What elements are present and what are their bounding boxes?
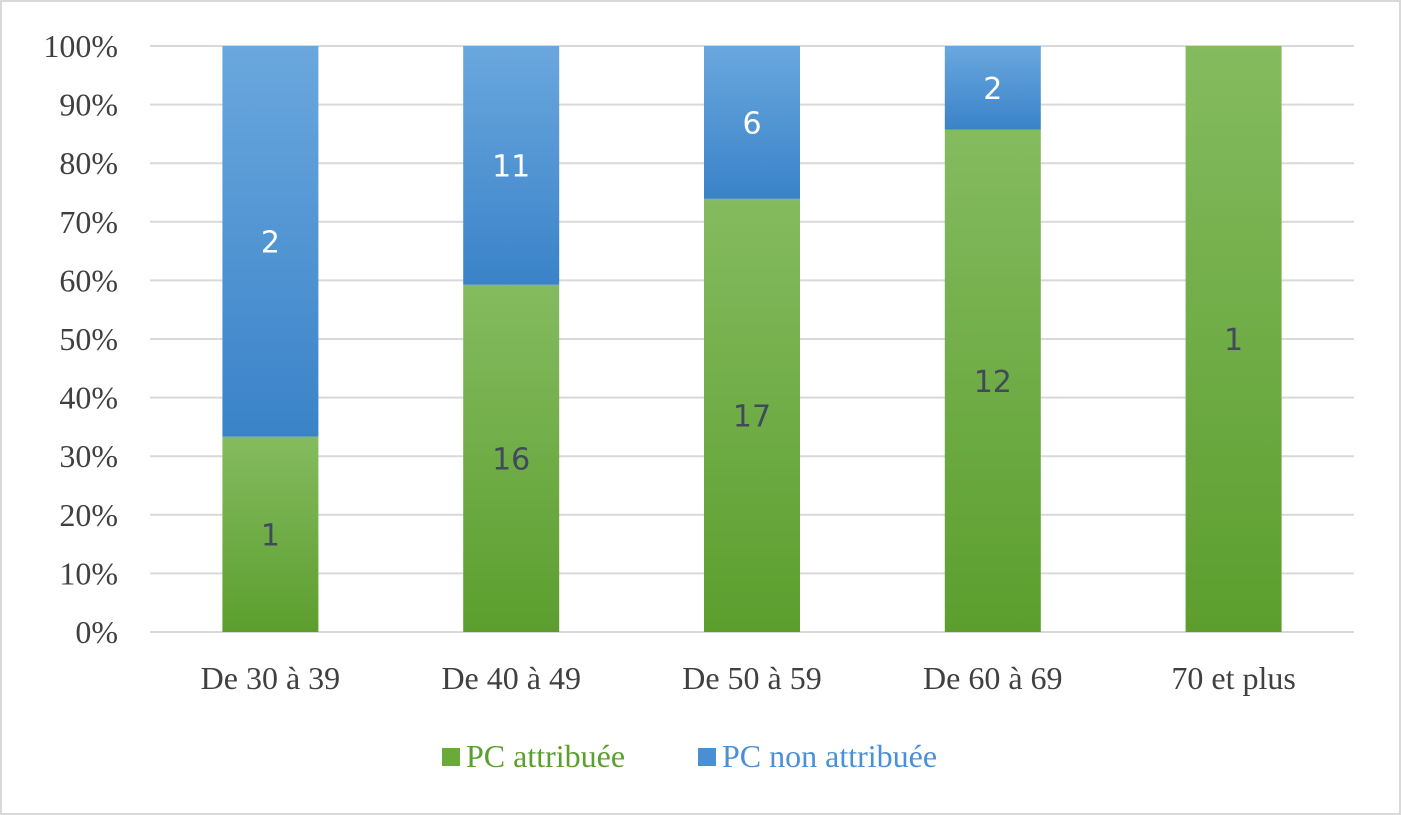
bar-segment-pc-attribuee[interactable]	[944, 129, 1041, 632]
data-label: 1	[261, 518, 280, 553]
bar-segment-pc-attribuee[interactable]	[463, 284, 560, 632]
x-category-label: De 30 à 39	[201, 660, 341, 696]
data-label: 6	[742, 106, 761, 141]
bar-segment-pc-non-attribuee[interactable]	[222, 46, 319, 437]
y-tick-label: 60%	[59, 262, 118, 298]
x-category-label: 70 et plus	[1171, 660, 1295, 696]
legend[interactable]: PC attribuée PC non attribuée	[442, 738, 937, 774]
bar-segment-pc-attribuee[interactable]	[222, 436, 319, 632]
y-tick-label: 80%	[59, 145, 118, 181]
data-label: 12	[974, 365, 1012, 400]
x-category-label: De 40 à 49	[441, 660, 581, 696]
data-label: 2	[983, 72, 1002, 107]
y-tick-label: 50%	[59, 321, 118, 357]
y-tick-label: 0%	[75, 614, 118, 650]
data-label: 16	[492, 442, 530, 477]
y-tick-label: 30%	[59, 438, 118, 474]
legend-entry-label[interactable]: PC non attribuée	[722, 738, 937, 774]
x-category-label: De 60 à 69	[923, 660, 1063, 696]
bar-segment-pc-non-attribuee[interactable]	[704, 46, 800, 199]
data-label: 11	[492, 149, 530, 184]
y-tick-label: 40%	[59, 380, 118, 416]
legend-entry-label[interactable]: PC attribuée	[466, 738, 625, 774]
legend-swatch	[698, 748, 716, 766]
data-label: 1	[1224, 323, 1243, 358]
bar-segment-pc-non-attribuee[interactable]	[463, 46, 560, 285]
y-tick-label: 100%	[43, 28, 118, 64]
x-category-label: De 50 à 59	[682, 660, 822, 696]
data-label: 2	[261, 225, 280, 260]
bar-segment-pc-non-attribuee[interactable]	[944, 46, 1041, 130]
bar-segment-pc-attribuee[interactable]	[1185, 46, 1282, 632]
bar-segment-pc-attribuee[interactable]	[704, 198, 800, 632]
y-tick-label: 70%	[59, 204, 118, 240]
x-axis-category-labels: De 30 à 39 De 40 à 49 De 50 à 59 De 60 à 69…	[201, 660, 1296, 696]
y-tick-label: 90%	[59, 87, 118, 123]
y-tick-label: 10%	[59, 555, 118, 591]
y-tick-label: 20%	[59, 497, 118, 533]
data-label: 17	[733, 399, 771, 434]
legend-swatch	[442, 748, 460, 766]
y-axis-tick-labels: 0% 10% 20% 30% 40% 50% 60% 70% 80% 90% 100%	[43, 28, 118, 650]
bars	[222, 46, 1282, 632]
